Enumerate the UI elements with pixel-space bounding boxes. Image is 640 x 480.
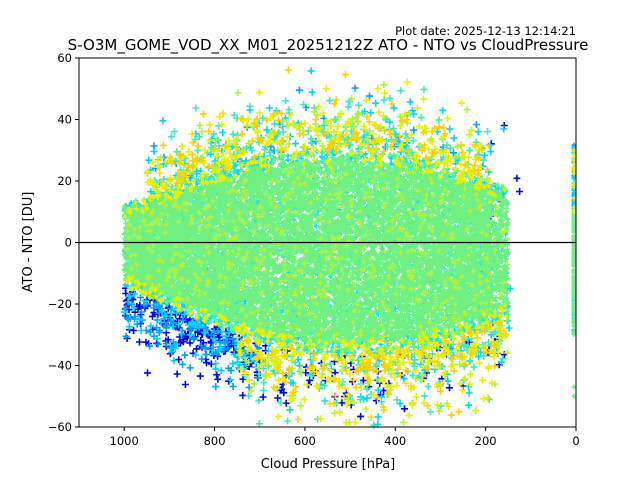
scatter-points: [120, 66, 577, 429]
y-axis-ticks: 60 40 20 0 −20 −40 −60: [48, 51, 79, 434]
x-tick-label: 1000: [110, 434, 139, 448]
x-tick-label: 600: [294, 434, 316, 448]
y-tick-label: −20: [48, 297, 72, 311]
y-tick-label: 20: [57, 174, 72, 188]
chart-title: S-O3M_GOME_VOD_XX_M01_20251212Z ATO - NT…: [68, 36, 589, 55]
scatter-series-color-7: [158, 66, 510, 423]
x-axis-ticks: 1000 800 600 400 200 0: [110, 427, 580, 448]
x-tick-label: 200: [475, 434, 497, 448]
scatter-series-color-5: [124, 81, 511, 426]
x-tick-label: 400: [384, 434, 406, 448]
y-tick-label: 0: [65, 236, 72, 250]
plot-date-label: Plot date: 2025-12-13 12:14:21: [395, 24, 576, 38]
y-tick-label: −40: [48, 359, 72, 373]
x-axis-label: Cloud Pressure [hPa]: [261, 457, 396, 472]
y-tick-label: 60: [57, 51, 72, 65]
y-axis-label: ATO - NTO [DU]: [21, 192, 36, 293]
y-tick-label: −60: [48, 420, 72, 434]
x-tick-label: 0: [572, 434, 579, 448]
x-tick-label: 800: [204, 434, 226, 448]
y-tick-label: 40: [57, 113, 72, 127]
